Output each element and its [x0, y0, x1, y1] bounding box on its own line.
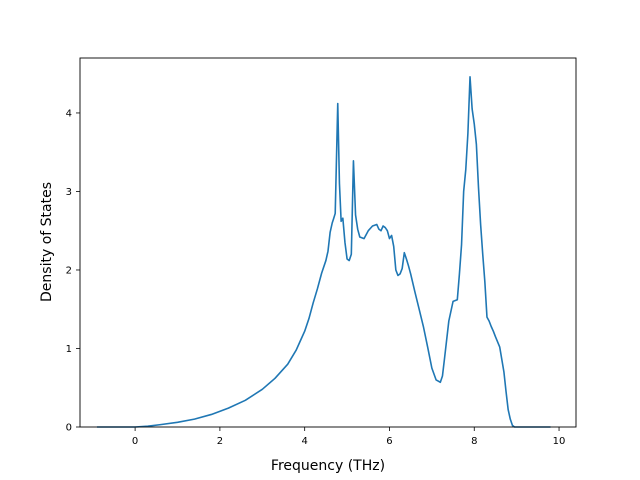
plot-background	[80, 58, 576, 427]
plot-frame	[79, 57, 577, 428]
x-axis-label: Frequency (THz)	[271, 458, 385, 474]
y-tick-label: 1	[66, 344, 72, 355]
x-tick-label: 10	[553, 436, 566, 447]
y-tick-label: 4	[66, 108, 72, 119]
y-axis-label: Density of States	[39, 182, 55, 302]
x-tick-label: 6	[386, 436, 392, 447]
x-tick-label: 2	[217, 436, 223, 447]
x-tick-label: 8	[471, 436, 477, 447]
x-ticks: 0 2 4 6 8 10	[132, 427, 565, 447]
y-ticks: 0 1 2 3 4	[66, 108, 80, 434]
x-tick-label: 0	[132, 436, 138, 447]
y-tick-label: 2	[66, 265, 72, 276]
y-tick-label: 3	[66, 187, 72, 198]
dos-series-line	[96, 76, 551, 428]
x-tick-label: 4	[301, 436, 307, 447]
y-tick-label: 0	[66, 423, 72, 434]
